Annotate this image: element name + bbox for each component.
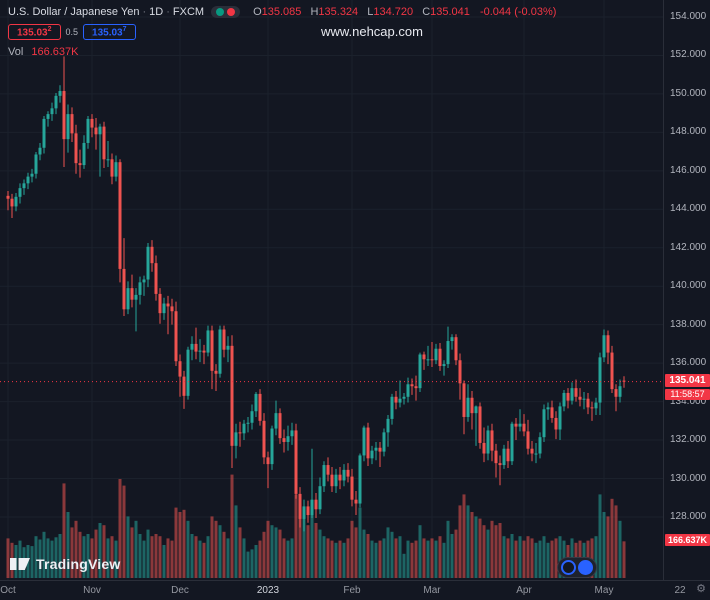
time-axis[interactable]: Oct Nov Dec 2023 Feb Mar Apr May 22 xyxy=(0,580,710,600)
up-color-dot-icon xyxy=(216,8,225,16)
volume-axis-label: 166.637K xyxy=(665,534,710,547)
close-value: 135.041 xyxy=(430,6,470,18)
time-axis-label: Mar xyxy=(423,585,441,596)
price-axis-label: 136.000 xyxy=(670,357,707,369)
bid-pip-digit: 2 xyxy=(47,26,52,33)
volume-label: Vol xyxy=(8,46,24,59)
time-axis-label: Feb xyxy=(343,585,361,596)
gear-icon[interactable]: ⚙ xyxy=(696,583,706,595)
separator-dot: · xyxy=(142,6,147,18)
interval-label[interactable]: 1D xyxy=(149,6,164,18)
tradingview-logo-icon xyxy=(10,558,30,570)
price-axis-label: 132.000 xyxy=(670,434,707,446)
watermark-text: www.nehcap.com xyxy=(321,24,423,39)
separator-dot: · xyxy=(166,6,170,18)
open-label: O xyxy=(253,6,262,18)
high-label: H xyxy=(310,6,319,18)
symbol-title[interactable]: U.S. Dollar / Japanese Yen xyxy=(8,6,140,18)
time-axis-label: 2023 xyxy=(256,585,280,596)
open-value: 135.085 xyxy=(261,6,302,18)
buy-button[interactable]: 135.037 xyxy=(83,24,136,41)
high-value: 135.324 xyxy=(318,6,359,18)
down-color-dot-icon xyxy=(227,8,236,16)
bar-countdown-label: 11:58:57 xyxy=(665,388,710,400)
price-axis-label: 128.000 xyxy=(670,510,707,522)
chart-legend: U.S. Dollar / Japanese Yen · 1D · FXCM O… xyxy=(8,6,556,58)
time-axis-label: May xyxy=(594,585,614,596)
candlestick-chart[interactable] xyxy=(0,0,663,580)
community-bubbles-button[interactable] xyxy=(557,557,597,578)
time-axis-label: Dec xyxy=(171,585,189,596)
time-axis-label: 22 xyxy=(674,585,686,596)
price-axis-label: 148.000 xyxy=(670,126,707,138)
ohlc-readout: O135.085 H135.324 L134.720 C135.041 -0.0… xyxy=(247,6,556,18)
chart-pane[interactable]: U.S. Dollar / Japanese Yen · 1D · FXCM O… xyxy=(0,0,663,580)
tradingview-logo[interactable]: TradingView xyxy=(10,556,120,572)
time-axis-label: Oct xyxy=(0,585,16,596)
last-price-label: 135.041 xyxy=(665,373,710,387)
price-axis-label: 154.000 xyxy=(670,11,707,22)
volume-value: 166.637K xyxy=(31,46,79,59)
price-axis-label: 146.000 xyxy=(670,164,707,176)
time-axis-label: Apr xyxy=(516,585,532,596)
price-axis-label: 140.000 xyxy=(670,280,707,292)
legend-row-symbol: U.S. Dollar / Japanese Yen · 1D · FXCM O… xyxy=(8,6,556,18)
tradingview-logo-text: TradingView xyxy=(36,556,121,572)
price-axis-label: 150.000 xyxy=(670,87,707,99)
idea-bubble-icon xyxy=(561,560,576,575)
price-axis-label: 152.000 xyxy=(670,49,707,61)
bid-ask-row: 135.032 0.5 135.037 xyxy=(8,24,556,41)
exchange-label: FXCM xyxy=(172,6,205,18)
price-axis[interactable]: 154.000 152.000 150.000 148.000 146.000 144.0… xyxy=(663,0,710,580)
spread-value: 0.5 xyxy=(65,27,79,38)
low-label: L xyxy=(367,6,374,18)
price-axis-label: 138.000 xyxy=(670,318,707,330)
price-axis-label: 142.000 xyxy=(670,241,707,253)
low-value: 134.720 xyxy=(373,6,414,18)
close-label: C xyxy=(422,6,431,18)
time-axis-label: Nov xyxy=(83,585,101,596)
chat-bubble-icon xyxy=(578,560,593,575)
sell-button[interactable]: 135.032 xyxy=(8,24,61,41)
change-value: -0.044 (-0.03%) xyxy=(479,6,557,18)
price-axis-label: 144.000 xyxy=(670,203,707,215)
price-axis-label: 134.000 xyxy=(670,395,707,407)
series-visibility-toggle[interactable] xyxy=(211,6,241,18)
volume-row: Vol 166.637K xyxy=(8,46,556,58)
ask-pip-digit: 7 xyxy=(122,26,127,33)
price-axis-label: 130.000 xyxy=(670,472,707,484)
